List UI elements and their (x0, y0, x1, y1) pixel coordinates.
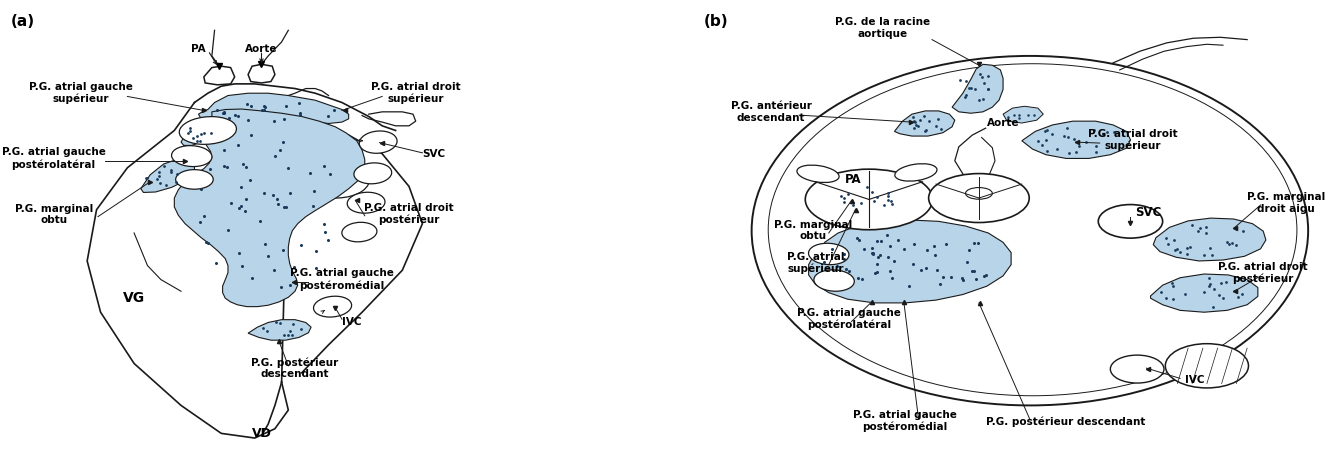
Polygon shape (1022, 121, 1130, 158)
Text: SVC: SVC (422, 149, 445, 159)
Text: Aorte: Aorte (245, 44, 278, 54)
Ellipse shape (797, 165, 839, 183)
Polygon shape (248, 64, 275, 83)
Polygon shape (1153, 218, 1266, 261)
Polygon shape (204, 66, 235, 85)
Ellipse shape (359, 131, 397, 153)
Ellipse shape (966, 188, 992, 199)
Polygon shape (809, 220, 1011, 303)
Text: P.G. atrial gauche
postérolatéral: P.G. atrial gauche postérolatéral (1, 147, 106, 170)
Ellipse shape (928, 174, 1030, 223)
Text: P.G. marginal
obtu: P.G. marginal obtu (774, 220, 852, 241)
Text: P.G. atrial gauche
postéromédial: P.G. atrial gauche postéromédial (290, 268, 394, 291)
Text: (b): (b) (704, 14, 728, 29)
Text: P.G. de la racine
aortique: P.G. de la racine aortique (835, 17, 929, 39)
Polygon shape (198, 93, 349, 123)
Text: IVC: IVC (342, 316, 362, 327)
Polygon shape (1003, 106, 1043, 123)
Polygon shape (1151, 274, 1258, 312)
Text: IVC: IVC (1185, 375, 1206, 385)
Text: P.G. atrial gauche
postérolatéral: P.G. atrial gauche postérolatéral (797, 308, 901, 330)
Ellipse shape (180, 116, 236, 144)
Text: VD: VD (252, 427, 271, 440)
Polygon shape (174, 109, 365, 307)
Polygon shape (141, 159, 194, 192)
Text: PA: PA (845, 173, 861, 186)
Ellipse shape (347, 192, 385, 213)
Text: P.G. postérieur
descendant: P.G. postérieur descendant (251, 357, 339, 379)
Text: P.G. marginal
obtu: P.G. marginal obtu (15, 204, 93, 225)
Text: P.G. atrial droit
postérieur: P.G. atrial droit postérieur (1218, 261, 1307, 284)
Text: P.G. atrial gauche
postéromédial: P.G. atrial gauche postéromédial (853, 410, 957, 432)
Text: Aorte: Aorte (987, 118, 1019, 129)
Ellipse shape (1098, 205, 1163, 238)
Polygon shape (181, 119, 217, 145)
Ellipse shape (1165, 344, 1248, 388)
Text: (a): (a) (11, 14, 35, 29)
Ellipse shape (1110, 355, 1164, 383)
Text: P.G. atrial
supérieur: P.G. atrial supérieur (787, 252, 843, 274)
Ellipse shape (342, 222, 377, 242)
Ellipse shape (314, 296, 351, 317)
Ellipse shape (176, 170, 213, 189)
Text: SVC: SVC (1134, 206, 1161, 219)
Text: P.G. antérieur
descendant: P.G. antérieur descendant (731, 101, 811, 123)
Text: PA: PA (192, 44, 205, 54)
Text: P.G. atrial gauche
supérieur: P.G. atrial gauche supérieur (28, 82, 133, 104)
Text: P.G. marginal
droit aigu: P.G. marginal droit aigu (1247, 192, 1325, 213)
Ellipse shape (805, 169, 933, 230)
Polygon shape (248, 320, 311, 340)
Ellipse shape (809, 243, 849, 265)
Text: P.G. atrial droit
supérieur: P.G. atrial droit supérieur (371, 82, 460, 104)
Ellipse shape (354, 163, 392, 184)
Ellipse shape (172, 146, 212, 166)
Polygon shape (952, 64, 1003, 113)
Text: P.G. atrial droit
postérieur: P.G. atrial droit postérieur (365, 203, 453, 226)
Text: VG: VG (123, 291, 145, 305)
Polygon shape (829, 184, 904, 214)
Text: P.G. atrial droit
supérieur: P.G. atrial droit supérieur (1089, 129, 1177, 151)
Ellipse shape (295, 156, 370, 198)
Ellipse shape (814, 270, 854, 291)
Ellipse shape (894, 164, 937, 181)
Polygon shape (894, 111, 955, 136)
Text: P.G. postérieur descendant: P.G. postérieur descendant (987, 416, 1145, 426)
